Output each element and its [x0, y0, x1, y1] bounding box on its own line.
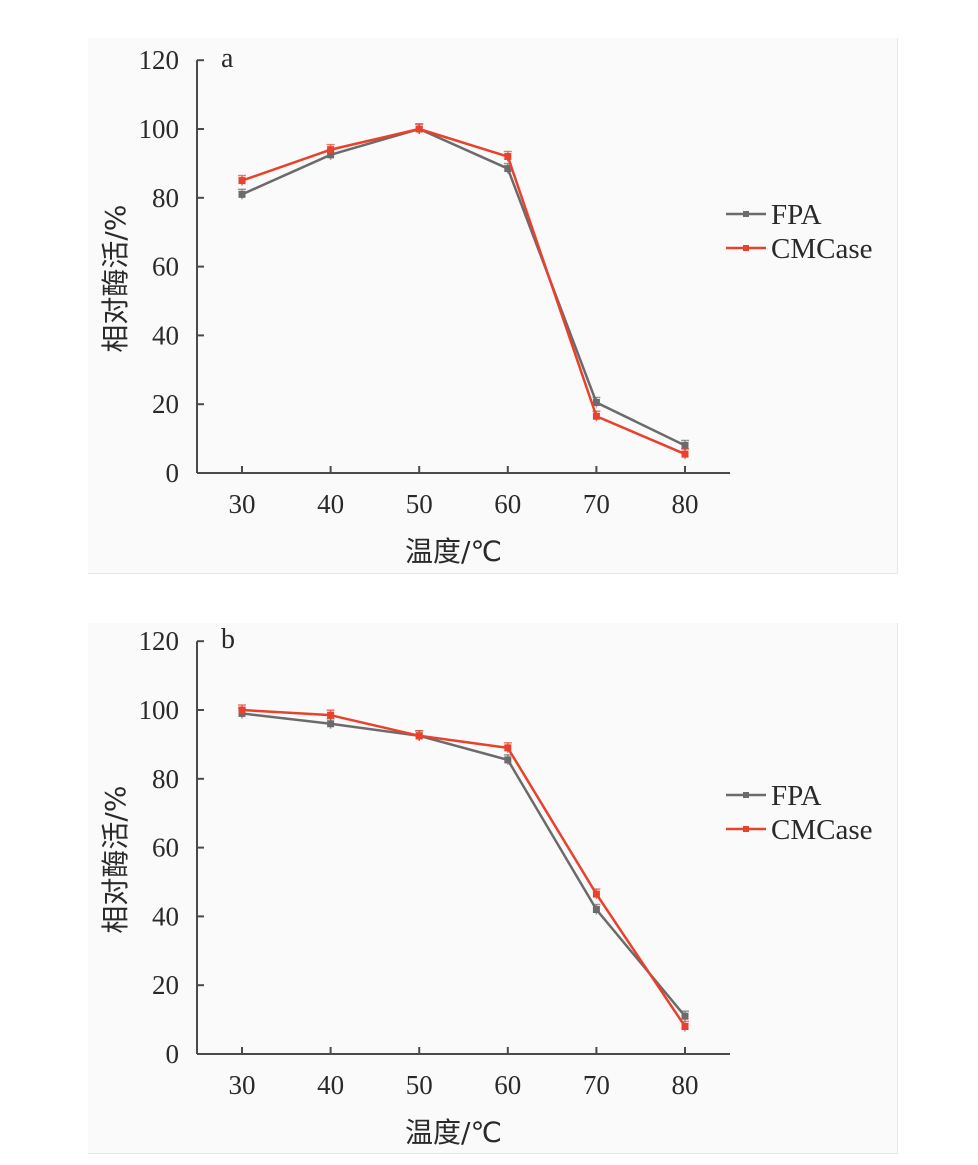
legend-label-cmcase: CMCase	[771, 814, 873, 846]
data-point-cmcase	[415, 732, 423, 740]
x-tick-label-80: 80	[672, 1070, 699, 1100]
data-point-cmcase	[592, 412, 600, 420]
data-point-cmcase	[415, 125, 423, 133]
x-tick-label-50: 50	[406, 1070, 433, 1100]
y-tick-label-100: 100	[139, 695, 180, 725]
series-line-fpa	[241, 712, 686, 1017]
data-point-cmcase	[592, 890, 600, 898]
data-point-fpa	[504, 756, 512, 764]
y-tick-label-80: 80	[152, 764, 179, 794]
x-tick-label-30: 30	[229, 1070, 256, 1100]
chart-panel-a: 0 20 40 60 80 100 120 30 40 50 60 70 80 温度/℃ 相对酶活/% a FP…	[88, 38, 898, 574]
data-point-cmcase	[681, 450, 689, 458]
legend-marker-fpa	[743, 792, 749, 798]
series-line-cmcase	[241, 708, 687, 1028]
y-tick-label-20: 20	[152, 970, 179, 1000]
legend-marker-cmcase	[743, 826, 749, 832]
y-tick-label-120: 120	[139, 626, 180, 656]
y-tick-label-60: 60	[152, 833, 179, 863]
data-point-fpa	[327, 720, 335, 728]
data-point-fpa	[681, 441, 689, 449]
x-tick-label-70: 70	[583, 1070, 610, 1100]
series-line-cmcase	[241, 127, 686, 456]
legend-label-cmcase: CMCase	[771, 233, 873, 265]
panel-label: b	[221, 624, 235, 655]
data-point-fpa	[238, 190, 246, 198]
x-tick-label-70: 70	[583, 489, 610, 519]
x-tick-label-40: 40	[317, 1070, 344, 1100]
y-tick-label-120: 120	[139, 45, 180, 75]
chart-panel-b: 0 20 40 60 80 100 120 30 40 50 60 70 80 温度/℃ 相对酶活/% b FP…	[88, 623, 898, 1154]
series-line-fpa	[241, 127, 686, 447]
data-point-fpa	[504, 165, 512, 173]
y-tick-label-40: 40	[152, 901, 179, 931]
x-tick-label-80: 80	[672, 489, 699, 519]
x-tick-label-60: 60	[494, 1070, 521, 1100]
data-point-cmcase	[238, 706, 246, 714]
legend-marker-fpa	[743, 211, 749, 217]
x-tick-label-30: 30	[229, 489, 256, 519]
y-tick-label-0: 0	[166, 1039, 180, 1069]
data-point-cmcase	[504, 153, 512, 161]
data-point-cmcase	[238, 177, 246, 185]
y-tick-label-40: 40	[152, 320, 179, 350]
data-point-fpa	[327, 151, 335, 159]
chart-a-svg: 0 20 40 60 80 100 120 30 40 50 60 70 80 温度/℃ 相对酶活/% a FP…	[99, 43, 873, 568]
y-tick-label-80: 80	[152, 183, 179, 213]
legend-label-fpa: FPA	[771, 780, 822, 812]
data-point-cmcase	[327, 711, 335, 719]
data-point-cmcase	[681, 1022, 689, 1030]
legend-label-fpa: FPA	[771, 199, 822, 231]
y-tick-label-100: 100	[139, 114, 180, 144]
x-axis-title: 温度/℃	[405, 535, 502, 568]
chart-b-svg: 0 20 40 60 80 100 120 30 40 50 60 70 80 温度/℃ 相对酶活/% b FP…	[99, 624, 873, 1149]
data-point-fpa	[592, 906, 600, 914]
panel-label: a	[221, 43, 234, 74]
x-tick-label-40: 40	[317, 489, 344, 519]
y-tick-label-60: 60	[152, 252, 179, 282]
y-tick-label-0: 0	[166, 458, 180, 488]
x-axis-title: 温度/℃	[405, 1116, 502, 1149]
data-point-fpa	[592, 398, 600, 406]
data-point-cmcase	[327, 146, 335, 154]
y-axis-title: 相对酶活/%	[99, 205, 132, 353]
y-axis-title: 相对酶活/%	[99, 786, 132, 934]
x-tick-label-60: 60	[494, 489, 521, 519]
y-tick-label-20: 20	[152, 389, 179, 419]
legend-marker-cmcase	[743, 245, 749, 251]
data-point-cmcase	[504, 744, 512, 752]
data-point-fpa	[681, 1012, 689, 1020]
x-tick-label-50: 50	[406, 489, 433, 519]
